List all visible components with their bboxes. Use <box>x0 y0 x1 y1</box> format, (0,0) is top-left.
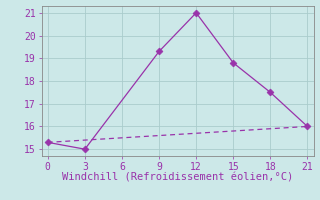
X-axis label: Windchill (Refroidissement éolien,°C): Windchill (Refroidissement éolien,°C) <box>62 173 293 183</box>
